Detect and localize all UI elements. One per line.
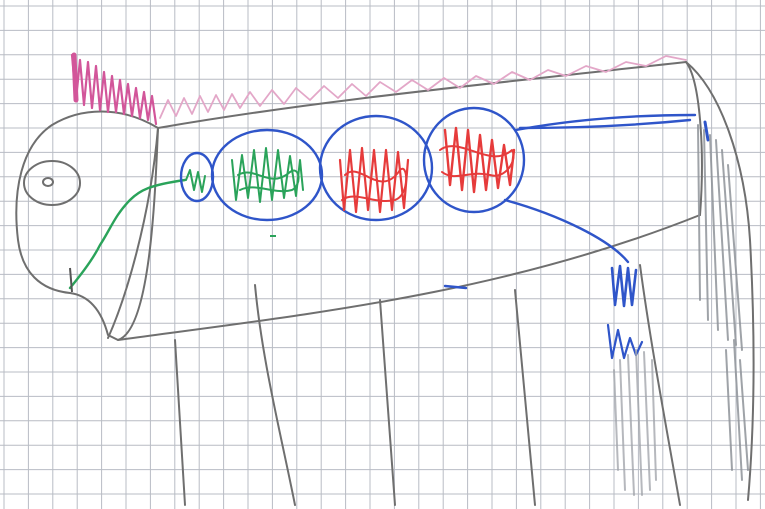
tail-strand-8 (725, 349, 733, 471)
tail-hair (697, 124, 749, 481)
tail-strand-3 (709, 134, 719, 331)
tail-outline (685, 61, 755, 501)
horse-belly (117, 214, 701, 341)
hind-leg-mid (514, 289, 536, 506)
intestine-upper-2 (518, 118, 692, 130)
leg-shade-4 (643, 351, 651, 491)
tail-strand-1 (697, 124, 701, 301)
digestive-tract (179, 106, 710, 290)
blue-leg-scribble (610, 264, 638, 308)
organ-fills (185, 126, 644, 360)
tail-strand-9 (739, 359, 749, 471)
hind-leg-right (639, 264, 681, 506)
front-leg-left (174, 339, 186, 506)
horse-neck (107, 127, 159, 339)
hind-leg-shading (613, 349, 657, 496)
tail-strand-6 (727, 164, 743, 351)
red-scribble-right-2 (439, 145, 515, 178)
horse-head (15, 110, 159, 341)
leg-shade-6 (613, 369, 619, 471)
horse-rump (685, 61, 703, 216)
tail-strand-2 (703, 129, 709, 321)
red-scribble-right (443, 126, 516, 194)
esophagus-line (68, 178, 187, 290)
leg-shade-2 (627, 354, 635, 496)
organ-red-middle (318, 114, 434, 222)
tail-strand-7 (733, 339, 743, 481)
mane-tuft (71, 52, 79, 103)
leg-shade-1 (619, 359, 626, 491)
intestine-upper (514, 113, 697, 132)
belly-mark (443, 284, 468, 290)
mane-scribble-dark (70, 53, 158, 126)
mane-scribble-light (159, 55, 687, 119)
red-scribble-middle (338, 146, 410, 214)
tail-strand-4 (715, 139, 729, 341)
green-scribble-2 (237, 169, 300, 193)
red-scribble-middle-2 (341, 167, 408, 203)
organ-red-right (422, 106, 526, 214)
leg-shade-5 (651, 359, 657, 481)
eye-pupil (42, 177, 54, 187)
hind-leg-left (379, 299, 396, 506)
horse-body-outline (15, 61, 755, 506)
intestine-lower (503, 198, 630, 264)
eye-icon (23, 160, 81, 206)
horse-mane (70, 52, 687, 126)
green-scribble-small (185, 169, 206, 193)
organ-green (210, 128, 324, 222)
tail-strand-5 (721, 149, 737, 346)
front-leg-right (254, 284, 296, 506)
green-scribble (231, 147, 304, 203)
leg-shade-3 (635, 349, 643, 496)
blue-detail-back (703, 120, 710, 142)
mouth-mark (69, 267, 73, 293)
